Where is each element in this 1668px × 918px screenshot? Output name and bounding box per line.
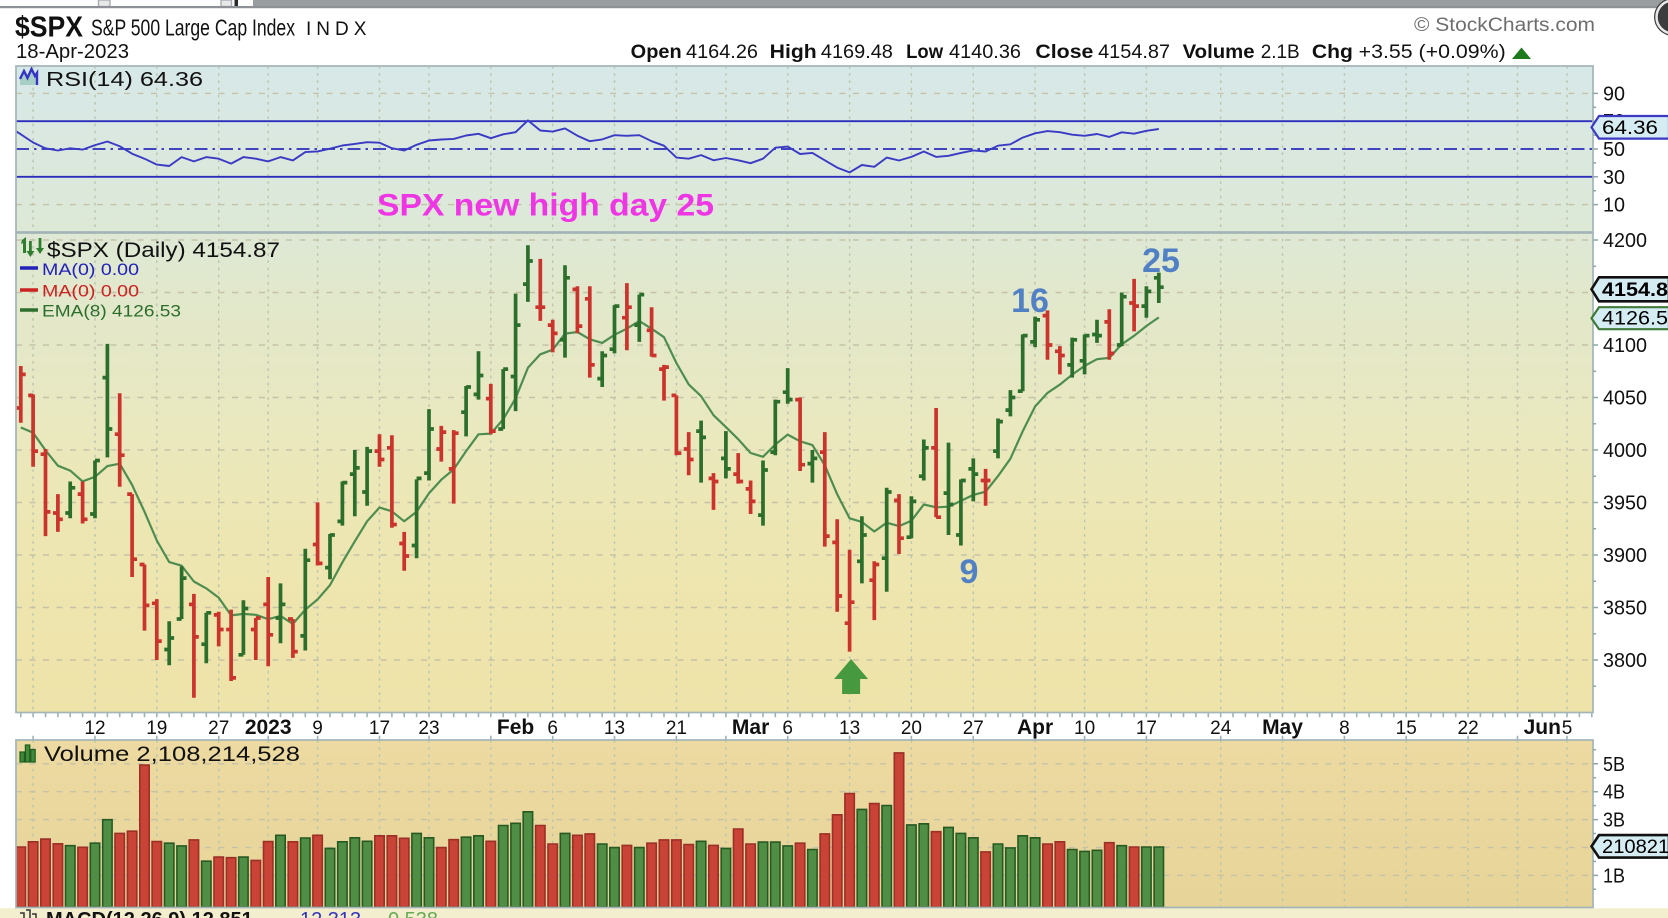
svg-text:25: 25 bbox=[1142, 242, 1180, 280]
svg-text:50: 50 bbox=[1603, 139, 1625, 161]
svg-text:INDX: INDX bbox=[306, 19, 371, 40]
svg-text:9: 9 bbox=[312, 718, 323, 739]
svg-text:3850: 3850 bbox=[1603, 598, 1647, 620]
svg-text:Jun: Jun bbox=[1524, 716, 1561, 739]
svg-text:4100: 4100 bbox=[1603, 335, 1647, 357]
svg-text:4154.87: 4154.87 bbox=[1602, 279, 1668, 301]
svg-text:12: 12 bbox=[84, 718, 105, 739]
svg-text:8: 8 bbox=[1339, 718, 1350, 739]
svg-text:4200: 4200 bbox=[1603, 230, 1647, 252]
svg-text:Close: Close bbox=[1035, 41, 1093, 63]
svg-text:12.313,: 12.313, bbox=[300, 909, 367, 918]
svg-text:SPX new high day 25: SPX new high day 25 bbox=[377, 187, 714, 223]
svg-text:2108214528: 2108214528 bbox=[1602, 837, 1668, 858]
svg-text:22: 22 bbox=[1458, 718, 1479, 739]
svg-text:Volume: Volume bbox=[1183, 41, 1255, 63]
svg-text:RSI(14) 64.36: RSI(14) 64.36 bbox=[46, 69, 203, 91]
svg-text:6: 6 bbox=[782, 718, 793, 739]
svg-text:6: 6 bbox=[547, 718, 558, 739]
svg-text:13: 13 bbox=[604, 718, 625, 739]
svg-text:10: 10 bbox=[1603, 195, 1625, 217]
svg-text:16: 16 bbox=[1011, 282, 1049, 320]
svg-text:$SPX: $SPX bbox=[15, 12, 83, 44]
svg-text:4140.36: 4140.36 bbox=[949, 41, 1021, 63]
svg-text:Apr: Apr bbox=[1017, 716, 1053, 739]
svg-text:High: High bbox=[770, 41, 817, 63]
svg-text:4050: 4050 bbox=[1603, 388, 1647, 410]
svg-text:9: 9 bbox=[960, 553, 979, 591]
svg-text:10: 10 bbox=[1074, 718, 1095, 739]
svg-text:27: 27 bbox=[963, 718, 984, 739]
svg-text:0.538: 0.538 bbox=[388, 909, 438, 918]
svg-text:MACD(12,26,9) 12.851,: MACD(12,26,9) 12.851, bbox=[46, 909, 258, 918]
svg-text:5: 5 bbox=[1562, 718, 1573, 739]
svg-text:3900: 3900 bbox=[1603, 545, 1647, 567]
svg-text:EMA(8) 4126.53: EMA(8) 4126.53 bbox=[42, 302, 181, 321]
svg-text:64.36: 64.36 bbox=[1602, 118, 1658, 139]
svg-text:1B: 1B bbox=[1603, 865, 1625, 887]
svg-text:21: 21 bbox=[666, 718, 687, 739]
svg-text:4154.87: 4154.87 bbox=[1098, 41, 1170, 63]
svg-text:Open: Open bbox=[631, 41, 682, 63]
svg-text:MA(0) 0.00: MA(0) 0.00 bbox=[42, 260, 139, 279]
svg-text:2023: 2023 bbox=[245, 716, 292, 739]
svg-text:Low: Low bbox=[906, 41, 944, 63]
svg-text:4B: 4B bbox=[1603, 782, 1625, 804]
svg-text:30: 30 bbox=[1603, 167, 1625, 189]
svg-text:23: 23 bbox=[418, 718, 439, 739]
svg-text:4000: 4000 bbox=[1603, 440, 1647, 462]
svg-text:5B: 5B bbox=[1603, 754, 1625, 776]
svg-text:+3.55 (+0.09%): +3.55 (+0.09%) bbox=[1359, 41, 1506, 63]
svg-text:MA(0) 0.00: MA(0) 0.00 bbox=[42, 282, 139, 301]
svg-text:27: 27 bbox=[208, 718, 229, 739]
svg-text:Volume 2,108,214,528: Volume 2,108,214,528 bbox=[44, 743, 300, 766]
svg-text:$SPX (Daily) 4154.87: $SPX (Daily) 4154.87 bbox=[47, 239, 280, 262]
svg-text:S&P 500 Large Cap Index: S&P 500 Large Cap Index bbox=[91, 15, 295, 41]
svg-text:Chg: Chg bbox=[1312, 41, 1353, 63]
svg-text:4169.48: 4169.48 bbox=[821, 41, 893, 63]
svg-text:20: 20 bbox=[901, 718, 922, 739]
svg-text:19: 19 bbox=[146, 718, 167, 739]
svg-text:90: 90 bbox=[1603, 83, 1625, 105]
svg-text:24: 24 bbox=[1210, 718, 1232, 739]
svg-text:17: 17 bbox=[369, 718, 390, 739]
svg-text:May: May bbox=[1262, 716, 1303, 739]
svg-text:4164.26: 4164.26 bbox=[686, 41, 758, 63]
svg-text:13: 13 bbox=[839, 718, 860, 739]
svg-text:Mar: Mar bbox=[732, 716, 769, 739]
svg-text:4126.53: 4126.53 bbox=[1602, 309, 1668, 330]
svg-text:Feb: Feb bbox=[497, 716, 534, 739]
svg-text:3950: 3950 bbox=[1603, 493, 1647, 515]
svg-text:17: 17 bbox=[1136, 718, 1157, 739]
svg-text:18-Apr-2023: 18-Apr-2023 bbox=[16, 41, 129, 63]
svg-text:© StockCharts.com: © StockCharts.com bbox=[1414, 15, 1595, 36]
svg-text:3800: 3800 bbox=[1603, 650, 1647, 672]
svg-text:2.1B: 2.1B bbox=[1261, 41, 1300, 63]
svg-text:3B: 3B bbox=[1603, 810, 1625, 832]
svg-text:15: 15 bbox=[1396, 718, 1417, 739]
